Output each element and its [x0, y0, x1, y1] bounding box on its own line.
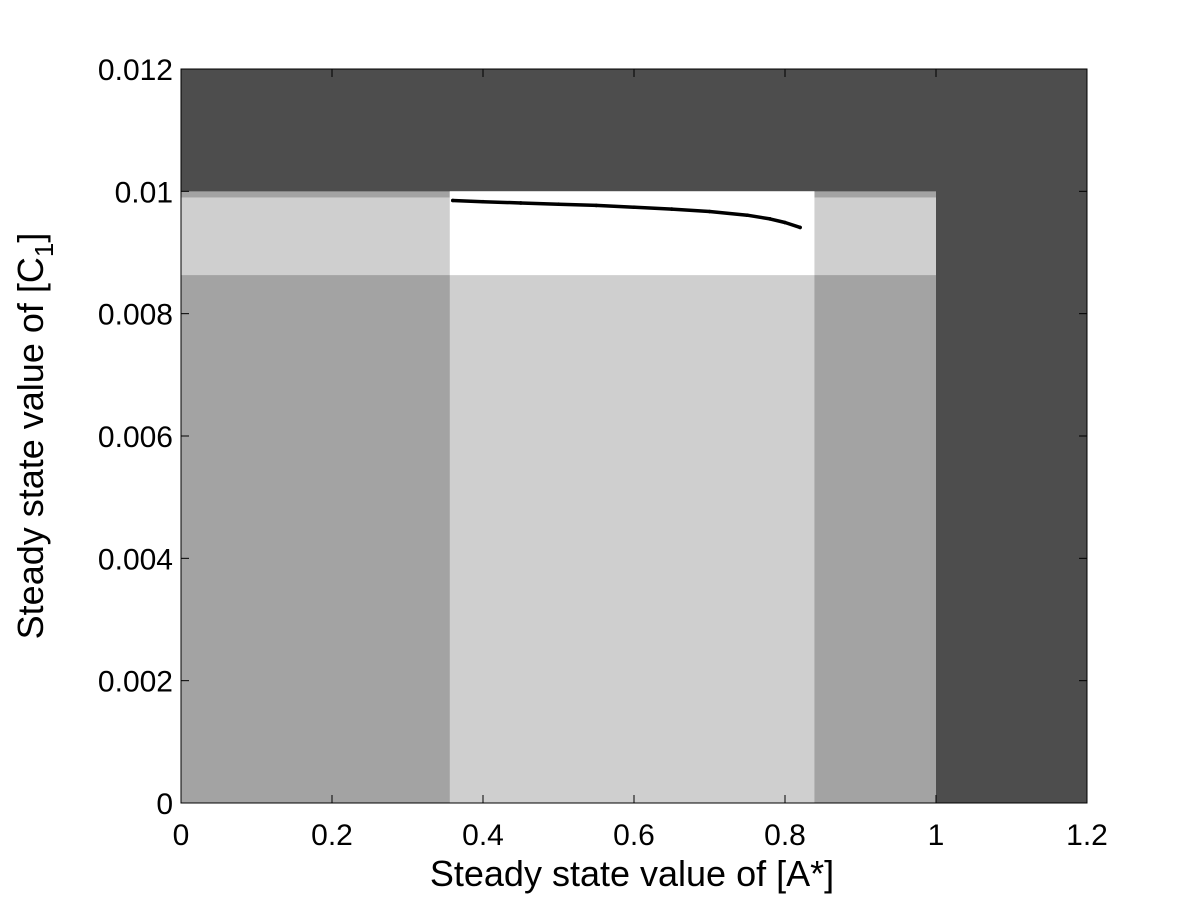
x-tick-label: 1.2 [1066, 819, 1108, 852]
data-point [745, 213, 750, 217]
data-point [768, 217, 772, 221]
data-point [556, 202, 561, 206]
y-axis-label-subscript: 1 [29, 243, 59, 257]
data-point [518, 201, 523, 205]
region-4 [449, 191, 815, 804]
y-tick-label: 0.002 [98, 666, 173, 699]
y-axis: 0 0.002 0.004 0.006 0.008 0.01 0.012 [98, 54, 1087, 821]
data-series [451, 198, 802, 230]
data-point [783, 220, 787, 225]
data-point [798, 225, 802, 230]
y-axis-label: Steady state value of [C1] [10, 233, 59, 640]
series-line [451, 198, 802, 230]
y-tick-label: 0.01 [115, 176, 173, 209]
data-point [481, 199, 485, 204]
y-tick-label: 0.012 [98, 54, 173, 87]
x-axis-label: Steady state value of [A*] [430, 853, 834, 894]
x-tick-label: 0.2 [311, 819, 353, 852]
x-axis: 0 0.2 0.4 0.6 0.8 1 1.2 [173, 69, 1108, 852]
x-tick-label: 0.6 [613, 819, 655, 852]
y-tick-label: 0.004 [98, 543, 173, 576]
x-tick-label: 0 [173, 819, 190, 852]
data-point [594, 203, 599, 208]
data-point [669, 207, 674, 211]
y-tick-label: 0.008 [98, 299, 173, 332]
data-point [632, 205, 636, 210]
background-regions [181, 69, 1087, 804]
data-point [707, 209, 712, 214]
data-point [451, 198, 455, 203]
x-tick-label: 0.8 [764, 819, 806, 852]
y-tick-label: 0 [156, 788, 173, 821]
x-tick-label: 0.4 [462, 819, 504, 852]
y-axis-label-main: Steady state value of [C [10, 257, 51, 639]
y-tick-label: 0.006 [98, 421, 173, 454]
x-tick-label: 1 [928, 819, 945, 852]
y-axis-label-close: ] [10, 233, 51, 243]
region-5 [449, 191, 815, 276]
